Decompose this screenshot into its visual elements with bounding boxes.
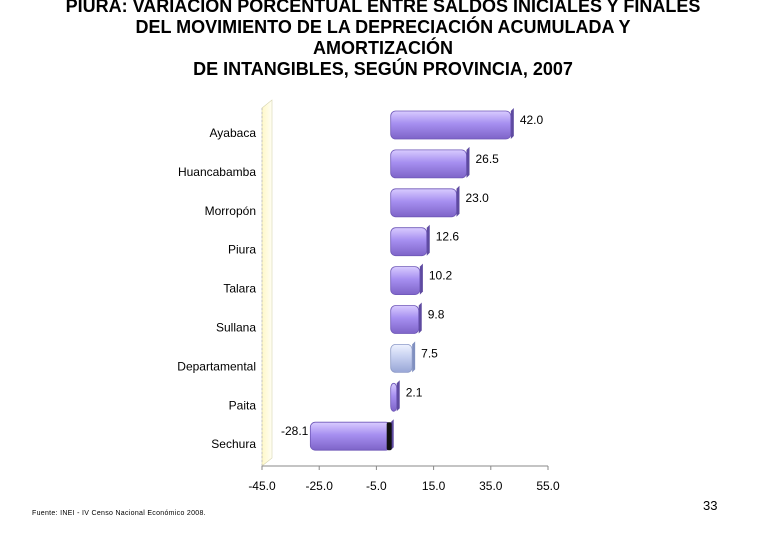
category-label: Morropón (205, 204, 256, 218)
bar-side (396, 380, 400, 412)
x-tick-label: -45.0 (248, 479, 276, 493)
bar-side (426, 224, 430, 256)
bar (390, 110, 512, 140)
source-note: Fuente: INEI - IV Censo Nacional Económi… (32, 510, 206, 517)
title-line-1: PIURA: VARIACIÓN PORCENTUAL ENTRE SALDOS… (65, 0, 701, 16)
value-label: 2.1 (406, 385, 423, 399)
value-label: 9.8 (428, 308, 445, 322)
category-label: Piura (228, 243, 256, 257)
bar (390, 382, 398, 412)
bar-side (456, 185, 460, 217)
category-label: Paita (229, 398, 257, 412)
bar-group (390, 341, 416, 373)
bar (390, 227, 428, 257)
bar-group (309, 419, 394, 451)
bar-side (510, 108, 514, 139)
category-label: Departamental (177, 359, 256, 373)
bar (309, 421, 392, 451)
bar (390, 305, 420, 334)
x-tick-label: 55.0 (536, 479, 560, 493)
bar (390, 343, 413, 373)
x-tick-label: -25.0 (306, 479, 334, 493)
value-label: 26.5 (475, 152, 499, 166)
labels: Ayabaca 42.0 Huancabamba 26.5 Morropón 23.0 Pi… (177, 113, 543, 451)
value-label: 42.0 (520, 113, 544, 127)
value-label: 7.5 (421, 346, 438, 360)
bars (309, 108, 514, 451)
category-label: Sullana (216, 321, 256, 335)
bar-group (390, 302, 422, 334)
x-tick-label: -5.0 (366, 479, 387, 493)
bar-group (390, 108, 514, 140)
category-label: Talara (223, 282, 256, 296)
value-label: 12.6 (436, 230, 460, 244)
x-tick-label: 35.0 (479, 479, 503, 493)
chart-title: PIURA: VARIACIÓN PORCENTUAL ENTRE SALDOS… (0, 0, 766, 80)
value-label: -28.1 (281, 424, 309, 438)
title-line-4: DE INTANGIBLES, SEGÚN PROVINCIA, 2007 (193, 59, 573, 79)
bar-side (412, 341, 416, 373)
value-label: 23.0 (465, 191, 489, 205)
bar-group (390, 185, 460, 218)
value-label: 10.2 (429, 269, 453, 283)
bar-side (418, 302, 422, 334)
bar-group (390, 380, 400, 412)
title-line-2: DEL MOVIMIENTO DE LA DEPRECIACIÓN ACUMUL… (135, 17, 631, 37)
bar (390, 188, 457, 218)
x-axis: -45.0 -25.0 -5.0 15.0 35.0 55.0 (248, 108, 560, 493)
category-label: Huancabamba (178, 165, 256, 179)
category-label: Ayabaca (210, 126, 257, 140)
x-tick-label: 15.0 (422, 479, 446, 493)
bar-side (466, 146, 470, 178)
bar-end-shadow (386, 422, 392, 451)
bar (390, 266, 421, 296)
bar-group (390, 224, 430, 257)
bar-side (419, 263, 423, 295)
bar-group (390, 146, 470, 179)
page-number: 33 (703, 498, 718, 513)
category-label: Sechura (211, 437, 256, 451)
bar (390, 149, 467, 179)
title-line-3: AMORTIZACIÓN (313, 38, 453, 58)
chart-back-wall (261, 99, 273, 467)
bar-group (390, 263, 423, 296)
